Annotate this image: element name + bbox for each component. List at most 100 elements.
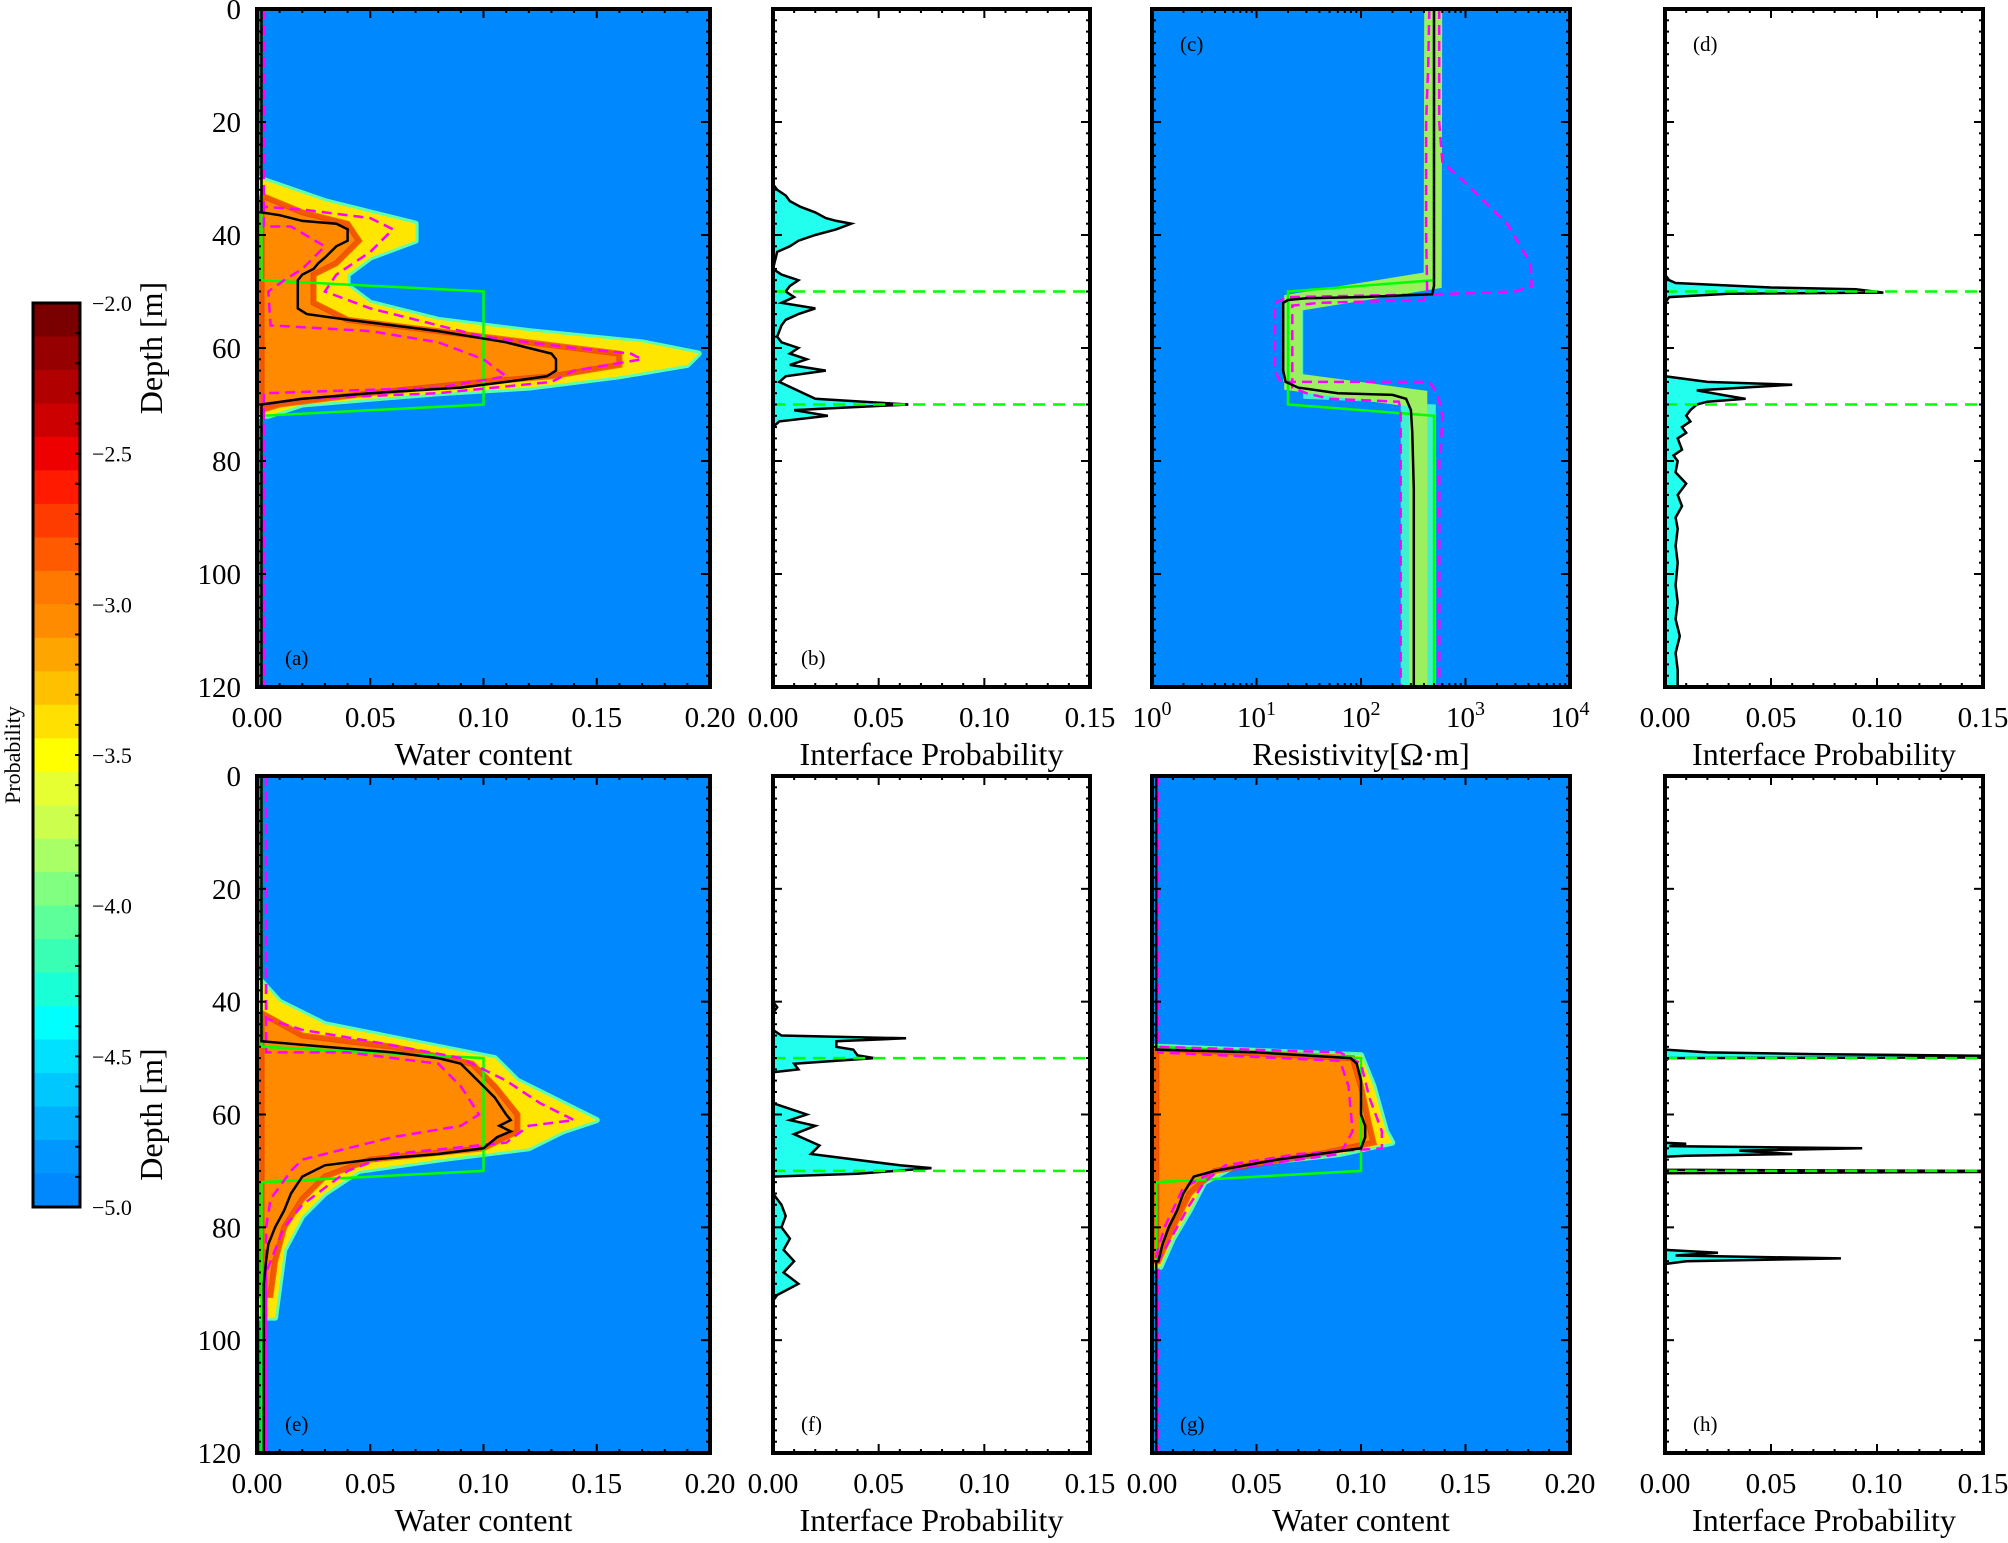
x-tick-label: 0.05 [1746, 702, 1797, 734]
panel-label: (a) [285, 646, 308, 670]
colorbar-swatch [33, 738, 80, 773]
x-tick-label: 104 [1551, 698, 1590, 734]
heatmap-background [1152, 9, 1570, 687]
interface-probability-area [1665, 272, 1884, 687]
panel-label: (g) [1180, 1412, 1205, 1436]
panel-label: (c) [1180, 32, 1203, 56]
colorbar-swatch [33, 369, 80, 405]
x-tick-label: 0.15 [1065, 702, 1116, 734]
colorbar-swatch [33, 671, 80, 706]
x-axis-title: Interface Probability [800, 736, 1064, 772]
x-tick-label: 0.15 [1958, 1468, 2008, 1500]
median-line [260, 776, 514, 1453]
panel-label: (h) [1693, 1412, 1718, 1436]
colorbar: −2.0 −2.5 −3.0 −3.5 −4.0 −4.5 −5.0 [31, 291, 132, 1220]
colorbar-swatch [33, 570, 80, 605]
x-tick-label: 0.15 [571, 1468, 622, 1500]
x-tick-label: 0.20 [685, 702, 736, 734]
x-tick-label: 101 [1237, 698, 1276, 734]
y-tick-label: 20 [212, 874, 241, 906]
x-tick-label: 0.05 [345, 702, 396, 734]
panel-label: (b) [801, 646, 826, 670]
axes-frame [1663, 7, 1985, 689]
colorbar-swatch [33, 972, 80, 1007]
colorbar-swatch [33, 436, 80, 472]
median-line [1154, 776, 1367, 1453]
x-tick-label: 0.05 [345, 1468, 396, 1500]
x-tick-label: 0.20 [685, 1468, 736, 1500]
colorbar-swatch [33, 872, 80, 907]
colorbar-swatch [33, 905, 80, 940]
x-tick-label: 0.15 [1065, 1468, 1116, 1500]
y-tick-label: 0 [227, 761, 242, 793]
axes-frame [771, 7, 1092, 689]
y-axis-title: Depth [m] [133, 1048, 169, 1180]
x-axis-title: Interface Probability [1692, 736, 1956, 772]
panel-a: (a) 0.00 0.05 0.10 0.15 0.20 Water content 0 20 4… [133, 0, 735, 772]
plot-background [773, 776, 1090, 1453]
colorbar-swatch [33, 637, 80, 672]
colorbar-tick-label: −4.5 [92, 1044, 132, 1069]
interface-probability-area [773, 182, 909, 429]
x-tick-label: 0.00 [1127, 1468, 1178, 1500]
x-tick-label: 0.15 [1440, 1468, 1491, 1500]
panel-c: (c) 100 101 102 103 104 Resistivity[Ω·m] [1133, 7, 1590, 772]
colorbar-swatch [33, 604, 80, 639]
colorbar-swatch [33, 503, 80, 538]
plot-background [1665, 9, 1983, 687]
y-tick-label: 60 [212, 333, 241, 365]
y-tick-label: 60 [212, 1100, 241, 1132]
y-tick-label: 40 [212, 220, 241, 252]
x-axis-title: Resistivity[Ω·m] [1252, 736, 1470, 772]
x-tick-label: 0.10 [959, 1468, 1010, 1500]
colorbar-swatch [33, 838, 80, 873]
lower-bound-line [264, 776, 481, 1453]
axes-frame [1663, 774, 1985, 1455]
y-tick-label: 100 [198, 1325, 242, 1357]
upper-bound-line [262, 9, 646, 687]
colorbar-swatch [33, 1073, 80, 1108]
x-tick-label: 103 [1446, 698, 1485, 734]
colorbar-swatch [33, 1039, 80, 1074]
panel-e: (e) 0.00 0.05 0.10 0.15 0.20 Water content 0 20 4… [133, 761, 735, 1538]
interface-probability-area [1665, 1048, 1983, 1453]
lower-bound-line [1291, 9, 1431, 687]
x-tick-label: 0.05 [853, 1468, 904, 1500]
panel-g: (g) 0.00 0.05 0.10 0.15 0.20 Water content [1127, 774, 1596, 1538]
x-tick-label: 0.10 [1852, 1468, 1903, 1500]
plot-background [773, 9, 1090, 687]
x-tick-label: 0.10 [959, 702, 1010, 734]
upper-bound-line [1157, 776, 1384, 1453]
axes-frame [1150, 7, 1572, 689]
colorbar-tick-label: −3.0 [92, 592, 132, 617]
x-tick-label: 0.05 [1746, 1468, 1797, 1500]
axes-frame [771, 774, 1092, 1455]
x-tick-label: 0.00 [232, 1468, 283, 1500]
upper-bound-line [264, 776, 579, 1453]
y-axis-title: Depth [m] [133, 282, 169, 414]
median-line [260, 9, 558, 687]
x-axis-title: Interface Probability [800, 1502, 1064, 1538]
panel-label: (e) [285, 1412, 308, 1436]
y-tick-label: 0 [227, 0, 242, 26]
colorbar-swatch [33, 1106, 80, 1141]
x-tick-label: 0.00 [232, 702, 283, 734]
x-tick-label: 0.20 [1545, 1468, 1596, 1500]
x-tick-label: 0.05 [1231, 1468, 1282, 1500]
colorbar-swatch [33, 403, 80, 438]
x-tick-label: 100 [1133, 698, 1172, 734]
colorbar-swatch [33, 537, 80, 572]
x-tick-label: 0.00 [748, 702, 799, 734]
axes-frame [255, 7, 712, 689]
x-tick-label: 102 [1342, 698, 1381, 734]
colorbar-swatch [33, 303, 80, 338]
x-axis-title: Water content [1272, 1502, 1450, 1538]
panel-label: (d) [1693, 32, 1718, 56]
colorbar-swatch [33, 336, 80, 371]
x-axis-title: Water content [395, 1502, 573, 1538]
lower-bound-line [1154, 776, 1354, 1453]
x-tick-label: 0.00 [1640, 702, 1691, 734]
median-line [1281, 9, 1436, 687]
